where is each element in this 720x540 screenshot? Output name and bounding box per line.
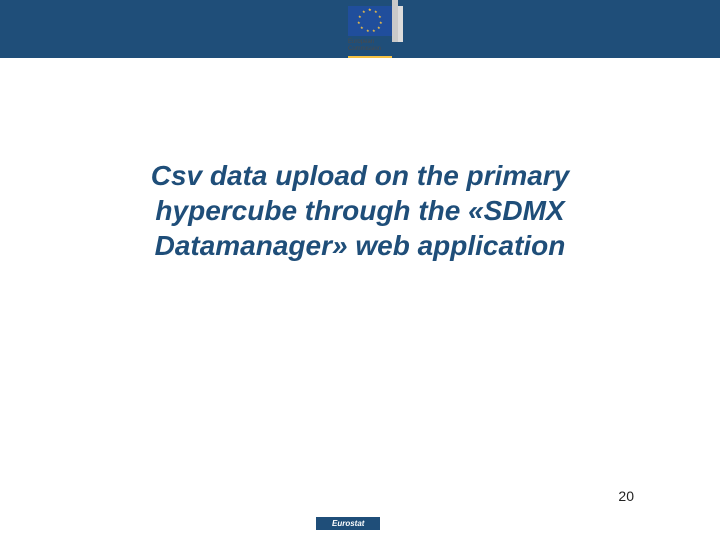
page-number: 20: [618, 488, 634, 504]
slide: ★ ★ ★ ★ ★ ★ ★ ★ ★ ★ ★ ★ European: [0, 0, 720, 540]
logo-text-line2: Commission: [348, 46, 392, 53]
flag-stars-icon: ★ ★ ★ ★ ★ ★ ★ ★ ★ ★ ★ ★: [357, 8, 383, 34]
footer-badge: Eurostat: [316, 517, 380, 530]
logo-text: European Commission: [348, 39, 392, 53]
ec-logo: ★ ★ ★ ★ ★ ★ ★ ★ ★ ★ ★ ★ European: [340, 6, 400, 58]
logo-underline: [348, 56, 392, 58]
building-icon: [392, 0, 406, 42]
slide-title: Csv data upload on the primary hypercube…: [90, 158, 630, 263]
eu-flag-icon: ★ ★ ★ ★ ★ ★ ★ ★ ★ ★ ★ ★: [348, 6, 392, 36]
logo-text-line1: European: [348, 39, 392, 46]
